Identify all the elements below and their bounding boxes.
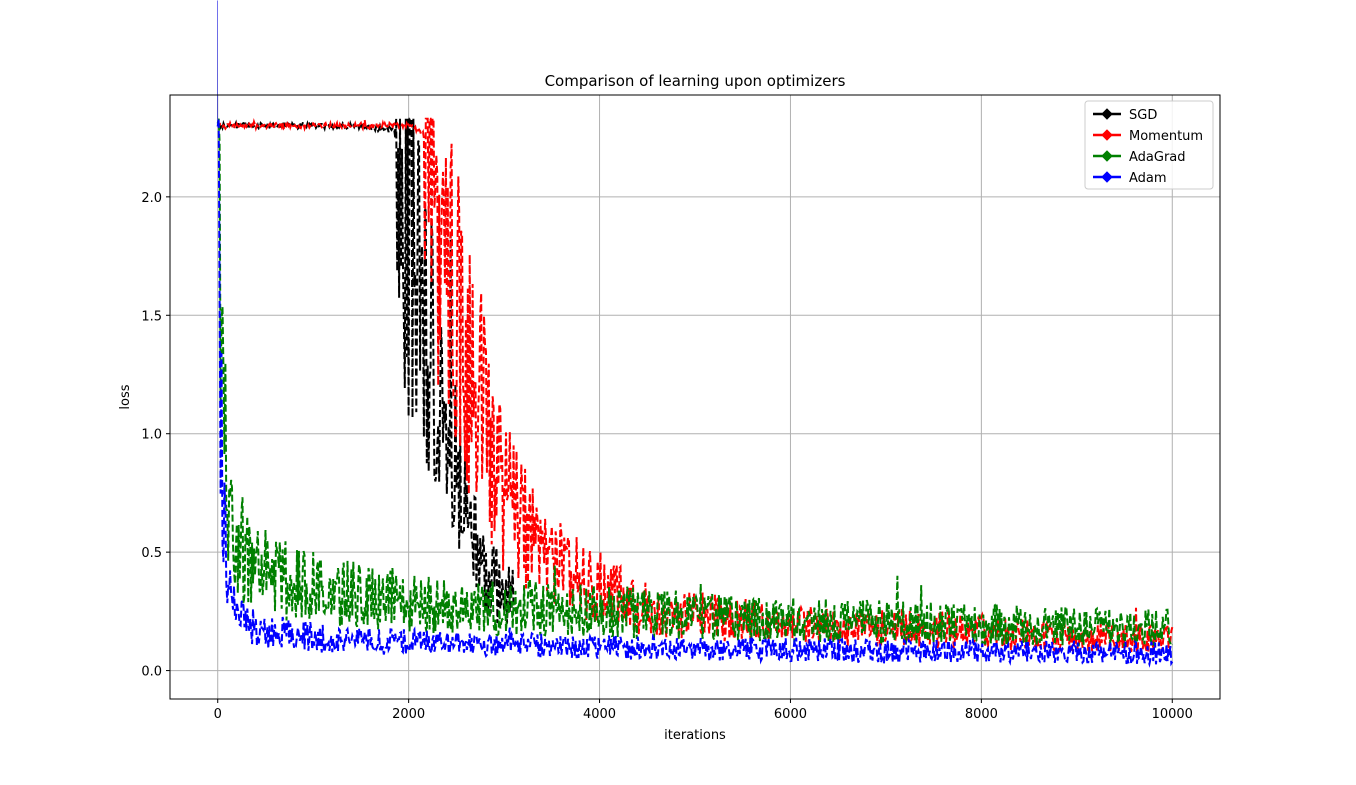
series-adam xyxy=(216,0,1174,668)
x-tick-label: 6000 xyxy=(774,707,807,722)
series-line-momentum xyxy=(216,117,1174,654)
legend: SGD Momentum AdaGrad Adam xyxy=(1084,100,1214,190)
x-tick-label: 8000 xyxy=(965,707,998,722)
legend-label: AdaGrad xyxy=(1129,150,1186,165)
series-layer xyxy=(216,0,1174,668)
y-tick-label: 1.0 xyxy=(141,428,162,443)
legend-item-sgd: SGD xyxy=(1093,108,1157,123)
legend-item-adagrad: AdaGrad xyxy=(1093,150,1186,165)
legend-box xyxy=(1084,100,1214,190)
series-line-adam xyxy=(216,118,1174,668)
y-tick-label: 1.5 xyxy=(141,309,162,324)
x-axis-ticks: 0 2000 4000 6000 8000 10000 xyxy=(214,699,1193,722)
legend-marker xyxy=(1101,129,1113,141)
x-axis-label: iterations xyxy=(664,728,726,743)
y-tick-label: 0.0 xyxy=(141,665,162,680)
x-tick-label: 4000 xyxy=(583,707,616,722)
legend-label: Momentum xyxy=(1129,129,1203,144)
legend-label: SGD xyxy=(1129,108,1157,123)
legend-marker xyxy=(1101,150,1113,162)
grid xyxy=(170,95,1220,699)
series-line-adagrad xyxy=(216,118,1174,648)
x-tick-label: 0 xyxy=(214,707,222,722)
legend-item-adam: Adam xyxy=(1093,171,1167,186)
legend-marker xyxy=(1101,171,1113,183)
y-axis-ticks: 0.0 0.5 1.0 1.5 2.0 xyxy=(141,191,170,680)
y-tick-label: 2.0 xyxy=(141,191,162,206)
x-tick-label: 2000 xyxy=(392,707,425,722)
plot-area-frame xyxy=(169,94,1221,700)
x-tick-label: 10000 xyxy=(1152,707,1193,722)
y-tick-label: 0.5 xyxy=(141,546,162,561)
y-axis-label: loss xyxy=(118,384,133,409)
chart-title: Comparison of learning upon optimizers xyxy=(545,72,846,90)
legend-item-momentum: Momentum xyxy=(1093,129,1203,144)
legend-label: Adam xyxy=(1129,171,1167,186)
legend-marker xyxy=(1101,108,1113,120)
